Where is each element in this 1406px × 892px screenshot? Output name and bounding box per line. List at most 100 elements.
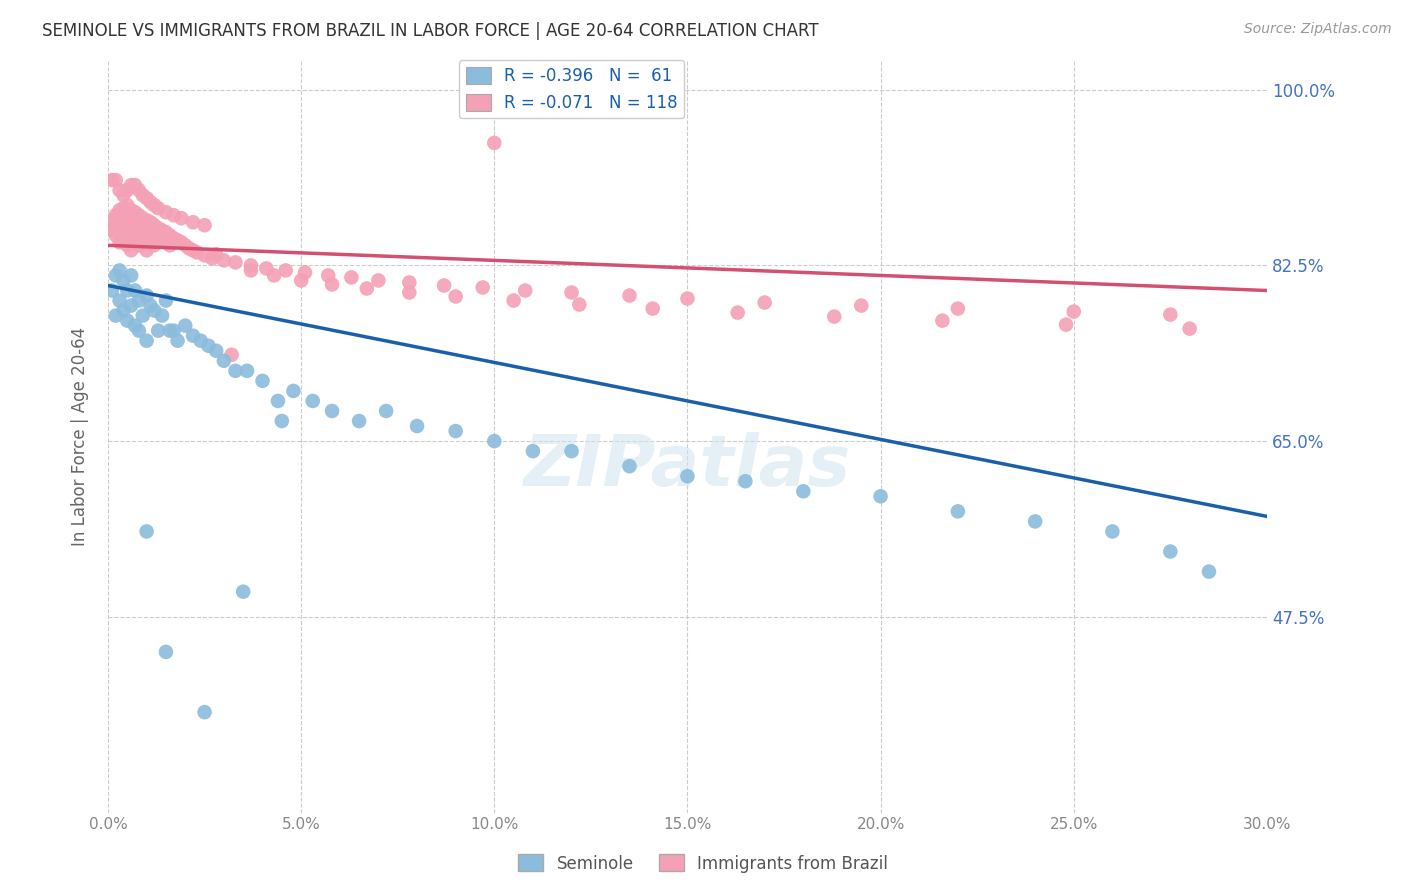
Point [1101,524,1123,539]
Point [484,136,506,150]
Point [471,280,494,294]
Point [135,233,157,247]
Point [239,259,262,273]
Point [205,247,228,261]
Point [108,225,131,239]
Point [155,205,177,219]
Point [1063,304,1085,318]
Point [143,303,166,318]
Point [502,293,524,308]
Point [135,244,157,258]
Point [1054,318,1077,332]
Point [181,215,204,229]
Point [112,211,135,226]
Point [117,238,139,252]
Point [108,183,131,197]
Point [252,374,274,388]
Point [150,223,173,237]
Point [1159,308,1181,322]
Point [117,228,139,243]
Legend: Seminole, Immigrants from Brazil: Seminole, Immigrants from Brazil [512,847,894,880]
Point [166,233,188,247]
Text: ZIPatlas: ZIPatlas [524,432,851,500]
Point [1159,544,1181,558]
Point [163,231,186,245]
Point [135,288,157,302]
Point [398,276,420,290]
Point [193,248,215,262]
Point [181,328,204,343]
Point [139,235,162,250]
Point [193,705,215,719]
Point [132,221,155,235]
Point [108,293,131,308]
Point [117,208,139,222]
Point [224,364,246,378]
Point [124,318,146,333]
Point [205,343,228,358]
Point [120,223,142,237]
Point [135,334,157,348]
Point [398,285,420,300]
Point [112,201,135,215]
Point [128,219,150,233]
Point [148,221,170,235]
Point [270,414,292,428]
Point [367,273,389,287]
Point [869,489,891,503]
Point [117,284,139,298]
Point [112,231,135,245]
Point [143,198,166,212]
Point [321,404,343,418]
Point [263,268,285,283]
Point [1024,515,1046,529]
Point [117,219,139,233]
Point [108,213,131,227]
Point [568,297,591,311]
Point [120,203,142,218]
Point [132,211,155,226]
Point [221,348,243,362]
Point [676,292,699,306]
Point [101,223,124,237]
Point [135,223,157,237]
Point [946,504,969,518]
Point [139,225,162,239]
Point [135,213,157,227]
Point [1178,321,1201,335]
Point [128,183,150,197]
Legend: R = -0.396   N =  61, R = -0.071   N = 118: R = -0.396 N = 61, R = -0.071 N = 118 [458,61,685,119]
Point [193,219,215,233]
Point [163,208,186,222]
Text: SEMINOLE VS IMMIGRANTS FROM BRAZIL IN LABOR FORCE | AGE 20-64 CORRELATION CHART: SEMINOLE VS IMMIGRANTS FROM BRAZIL IN LA… [42,22,818,40]
Point [727,305,749,319]
Point [124,215,146,229]
Point [170,211,193,226]
Point [155,293,177,308]
Point [120,213,142,227]
Point [155,235,177,250]
Point [128,238,150,252]
Point [166,334,188,348]
Point [108,203,131,218]
Point [356,281,378,295]
Point [170,235,193,250]
Point [120,244,142,258]
Point [120,299,142,313]
Point [135,524,157,539]
Point [132,309,155,323]
Point [321,277,343,292]
Point [132,188,155,202]
Point [155,225,177,239]
Point [283,384,305,398]
Point [101,213,124,227]
Point [1198,565,1220,579]
Point [484,434,506,448]
Point [561,444,583,458]
Point [340,270,363,285]
Y-axis label: In Labor Force | Age 20-64: In Labor Force | Age 20-64 [72,326,89,546]
Point [201,252,224,266]
Point [112,188,135,202]
Point [179,241,201,255]
Text: Source: ZipAtlas.com: Source: ZipAtlas.com [1244,22,1392,37]
